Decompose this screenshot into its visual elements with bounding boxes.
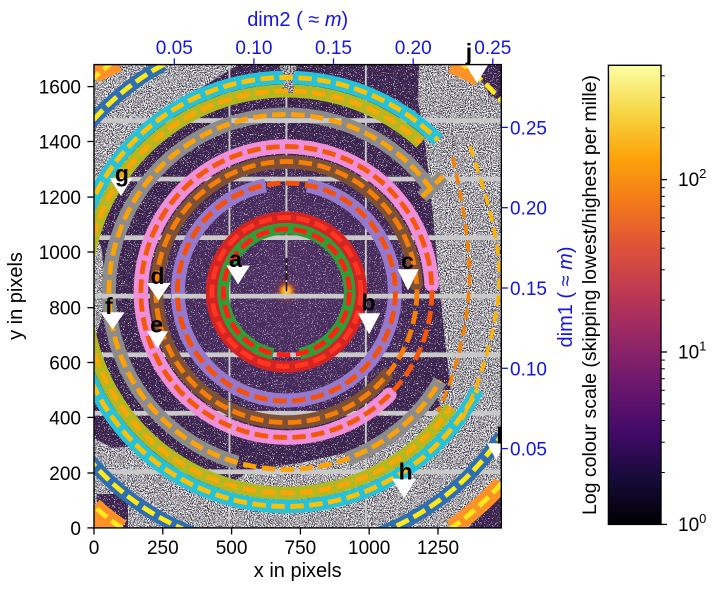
svg-text:0.10: 0.10 bbox=[235, 38, 272, 59]
svg-text:600: 600 bbox=[49, 354, 81, 375]
svg-text:1000: 1000 bbox=[348, 538, 390, 559]
svg-text:h: h bbox=[399, 459, 413, 485]
svg-text:c: c bbox=[401, 248, 414, 274]
svg-text:x in pixels: x in pixels bbox=[254, 560, 342, 582]
svg-text:a: a bbox=[229, 246, 242, 272]
svg-text:0.20: 0.20 bbox=[395, 38, 432, 59]
svg-text:Log colour scale (skipping low: Log colour scale (skipping lowest/highes… bbox=[579, 75, 601, 515]
svg-text:500: 500 bbox=[216, 538, 248, 559]
svg-text:0: 0 bbox=[70, 519, 81, 540]
svg-text:750: 750 bbox=[285, 538, 317, 559]
svg-text:0.10: 0.10 bbox=[510, 359, 547, 380]
svg-text:dim2 ( ≈ m): dim2 ( ≈ m) bbox=[247, 9, 348, 31]
svg-text:e: e bbox=[150, 312, 163, 338]
svg-text:0.05: 0.05 bbox=[156, 38, 193, 59]
svg-text:1250: 1250 bbox=[417, 538, 459, 559]
svg-text:200: 200 bbox=[49, 464, 81, 485]
svg-text:0.20: 0.20 bbox=[510, 199, 547, 220]
svg-text:400: 400 bbox=[49, 408, 81, 429]
svg-text:y in pixels: y in pixels bbox=[5, 252, 27, 340]
svg-text:b: b bbox=[361, 290, 375, 316]
svg-text:0.05: 0.05 bbox=[510, 440, 547, 461]
svg-text:250: 250 bbox=[147, 538, 179, 559]
svg-text:0.25: 0.25 bbox=[474, 38, 511, 59]
svg-text:800: 800 bbox=[49, 299, 81, 320]
svg-text:1200: 1200 bbox=[39, 188, 81, 209]
svg-text:g: g bbox=[115, 160, 129, 186]
svg-text:0.15: 0.15 bbox=[315, 38, 352, 59]
svg-text:1000: 1000 bbox=[39, 243, 81, 264]
svg-text:l: l bbox=[496, 423, 502, 449]
svg-text:j: j bbox=[465, 39, 472, 65]
svg-text:f: f bbox=[105, 293, 113, 319]
svg-text:0.25: 0.25 bbox=[510, 118, 547, 139]
svg-text:1600: 1600 bbox=[39, 78, 81, 99]
svg-text:0.15: 0.15 bbox=[510, 279, 547, 300]
svg-text:d: d bbox=[150, 263, 164, 289]
svg-text:dim1 ( ≈ m): dim1 ( ≈ m) bbox=[555, 247, 577, 348]
svg-text:1400: 1400 bbox=[39, 133, 81, 154]
svg-text:0: 0 bbox=[89, 538, 100, 559]
